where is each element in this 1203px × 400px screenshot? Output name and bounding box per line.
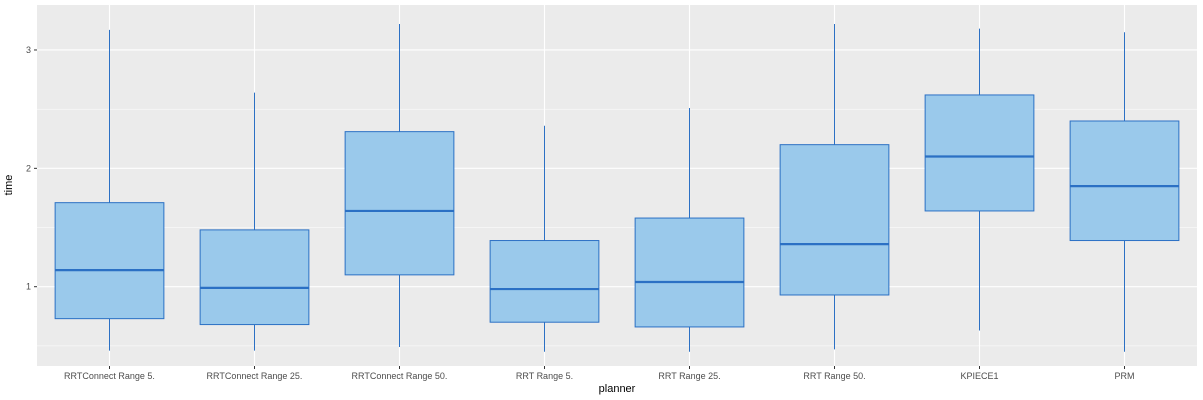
x-tick-label: RRT Range 5. [516, 371, 573, 381]
x-tick-label: KPIECE1 [960, 371, 998, 381]
x-tick-label: RRTConnect Range 25. [207, 371, 303, 381]
y-tick-label: 1 [26, 282, 31, 292]
box-group [54, 29, 165, 351]
box-group [924, 28, 1035, 331]
box-body [634, 217, 745, 328]
x-tick-label: PRM [1115, 371, 1135, 381]
box-group [1069, 32, 1180, 352]
box-series [54, 23, 1180, 352]
box-body [1069, 120, 1180, 242]
x-tick-label: RRTConnect Range 50. [352, 371, 448, 381]
box-group [779, 23, 890, 350]
box-body [54, 202, 165, 320]
box-body [489, 240, 600, 323]
x-axis: RRTConnect Range 5. RRTConnect Range 25. R… [64, 366, 1135, 381]
y-tick-label: 2 [26, 163, 31, 173]
box-group [634, 107, 745, 352]
box-group [489, 125, 600, 352]
box-body [779, 144, 890, 296]
y-tick-label: 3 [26, 45, 31, 55]
box-group [344, 23, 455, 348]
y-axis-title: time [3, 175, 15, 196]
box-body [924, 94, 1035, 212]
x-tick-label: RRT Range 25. [658, 371, 720, 381]
box-body [199, 229, 310, 326]
x-tick-label: RRTConnect Range 5. [64, 371, 155, 381]
x-axis-title: planner [599, 383, 636, 395]
x-tick-label: RRT Range 50. [803, 371, 865, 381]
y-axis: 1 2 3 [26, 45, 37, 292]
box-body [344, 131, 455, 276]
box-group [199, 92, 310, 351]
